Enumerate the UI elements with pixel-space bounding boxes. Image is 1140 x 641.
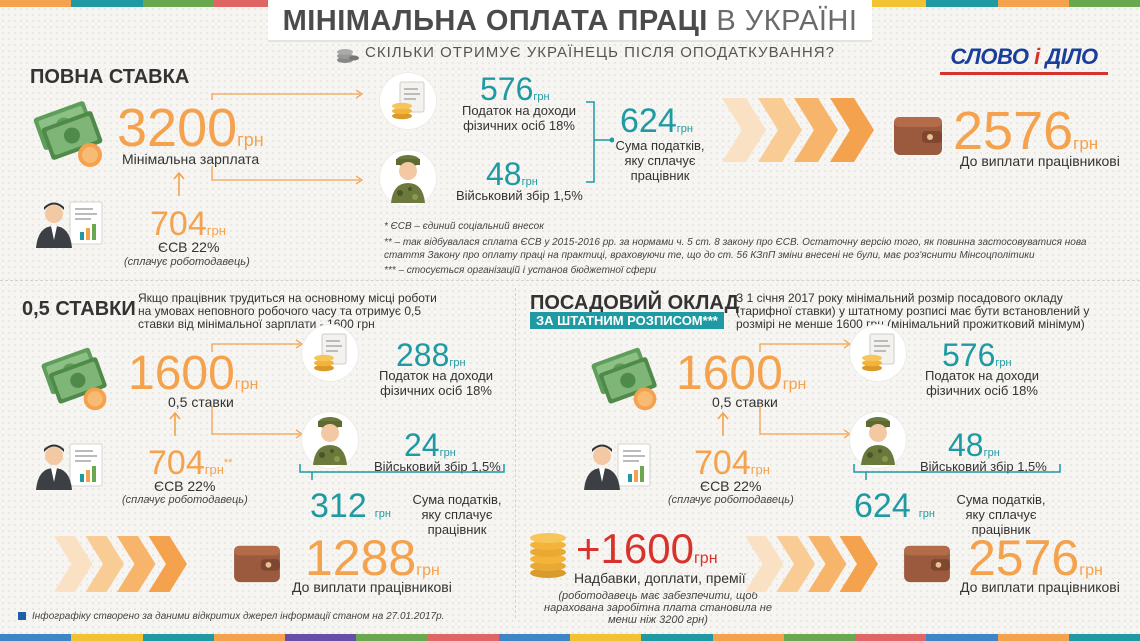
official-income-tax-label: Податок на доходи фізичних осіб 18% [925,368,1039,398]
full-salary-label: Мінімальна зарплата [122,151,260,167]
bracket [298,462,508,487]
connector-lines [758,336,858,453]
half-rate-title: 0,5 СТАВКИ [22,298,136,320]
official-net-label: До виплати працівникові [960,579,1120,595]
full-income-tax-label: Податок на доходи фізичних осіб 18% [462,103,576,133]
official-total-tax-value: 624 грн [854,487,935,525]
soldier-icon [307,413,353,472]
half-salary-value: 1600грн [128,347,259,400]
page-title: МІНІМАЛЬНА ОПЛАТА ПРАЦІ В УКРАЇНІ [282,5,858,37]
bonus-value: +1600грн [576,525,718,572]
bonus-note: (роботодавець має забезпечити, щоб нарах… [544,590,772,626]
full-salary-value: 3200грн [117,98,264,158]
arrow-chevrons [44,536,204,597]
official-salary-subtitle: ЗА ШТАТНИМ РОЗПИСОМ*** [530,312,724,329]
money-icon [30,93,110,178]
soldier-icon [855,413,901,472]
full-total-tax-label: Сума податків, яку сплачує працівник [615,138,705,183]
half-esv-note: (сплачує роботодавець) [122,494,248,506]
official-net-value: 2576грн [968,530,1103,586]
wallet-icon [892,113,944,162]
half-salary-label: 0,5 ставки [168,394,234,410]
footnote-2: ** – так відбувалася сплата ЄСВ у 2015-2… [384,237,1087,261]
arrow-up [716,410,730,443]
full-income-tax-value: 576грн [480,71,550,107]
tax-document-icon [858,332,900,379]
wallet-icon [902,542,952,589]
official-income-tax-value: 576грн [942,337,1012,373]
wallet-icon [232,542,282,589]
coin-stack-icon [526,528,574,585]
source-bullet [18,612,26,620]
half-esv-label: ЄСВ 22% [154,478,216,494]
half-income-tax-value: 288грн [396,337,466,373]
footnote-3: *** – стосується організацій і установ б… [384,265,657,276]
source-note: Інфографіку створено за даними відкритих… [32,611,445,622]
official-salary-value: 1600грн [676,347,807,400]
official-military-label: Військовий збір 1,5% [920,459,1047,474]
full-net-label: До виплати працівникові [960,153,1120,169]
full-total-tax-value: 624грн [620,102,693,140]
half-net-value: 1288грн [305,530,440,586]
horizontal-divider [0,280,1140,281]
tax-document-icon [310,332,352,379]
full-esv-note: (сплачує роботодавець) [124,256,250,268]
employer-icon [30,438,114,499]
footnote-1: * ЄСВ – єдиний соціальний внесок [384,221,544,232]
connector-lines [210,88,370,193]
official-salary-title: ПОСАДОВИЙ ОКЛАД [530,292,739,314]
arrow-up [168,410,182,443]
official-salary-description: З 1 січня 2017 року мінімальний розмір п… [736,291,1090,331]
half-esv-value: 704грн** [148,444,233,482]
official-salary-label: 0,5 ставки [712,394,778,410]
half-rate-description: Якщо працівник трудиться на основному мі… [138,291,437,331]
full-rate-title: ПОВНА СТАВКА [30,66,190,88]
employer-icon [30,196,114,257]
half-military-label: Військовий збір 1,5% [374,459,501,474]
half-total-tax-label: Сума податків, яку сплачує працівник [412,492,502,537]
bonus-label: Надбавки, доплати, премії [574,570,746,586]
full-net-value: 2576грн [953,101,1099,161]
bracket [852,462,1064,487]
half-military-value: 24грн [404,427,456,463]
vertical-divider [515,288,516,618]
arrow-chevrons [740,536,890,597]
title-bar [268,0,872,42]
soldier-icon [385,151,431,210]
official-esv-note: (сплачує роботодавець) [668,494,794,506]
arrow-up [172,170,186,203]
full-military-label: Військовий збір 1,5% [456,188,583,203]
coins-icon [336,44,360,69]
employer-icon [578,438,662,499]
arrow-chevrons [722,98,882,167]
bottom-stripe [0,634,1140,641]
half-net-label: До виплати працівникові [292,579,452,595]
money-icon [588,340,664,421]
half-income-tax-label: Податок на доходи фізичних осіб 18% [379,368,493,398]
page-subtitle: СКІЛЬКИ ОТРИМУЄ УКРАЇНЕЦЬ ПІСЛЯ ОПОДАТКУ… [365,44,835,61]
full-esv-label: ЄСВ 22% [158,239,220,255]
full-military-value: 48грн [486,156,538,192]
official-esv-value: 704грн [694,444,770,482]
bracket [584,100,615,189]
half-total-tax-value: 312 грн [310,487,391,525]
official-total-tax-label: Сума податків, яку сплачує працівник [956,492,1046,537]
official-military-value: 48грн [948,427,1000,463]
logo-underline [940,72,1108,75]
tax-document-icon [388,80,430,127]
full-esv-value: 704грн [150,205,226,243]
official-esv-label: ЄСВ 22% [700,478,762,494]
brand-logo: СЛОВО і ДІЛО [950,44,1098,69]
money-icon [38,340,114,421]
connector-lines [210,336,310,453]
